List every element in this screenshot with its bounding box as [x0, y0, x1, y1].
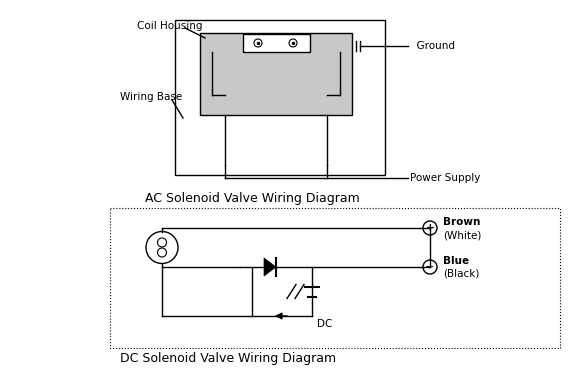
Text: AC Solenoid Valve Wiring Diagram: AC Solenoid Valve Wiring Diagram [145, 192, 360, 205]
Text: DC: DC [317, 319, 332, 329]
Text: (Black): (Black) [443, 269, 480, 279]
Text: Brown: Brown [443, 217, 480, 227]
Text: +: + [426, 223, 434, 233]
Text: (White): (White) [443, 230, 481, 240]
Text: Wiring Base: Wiring Base [120, 92, 182, 102]
Text: Ground: Ground [410, 41, 455, 51]
Text: Power Supply: Power Supply [410, 173, 480, 183]
Bar [200, 33, 352, 115]
Text: Blue: Blue [443, 256, 469, 266]
Text: DC Solenoid Valve Wiring Diagram: DC Solenoid Valve Wiring Diagram [120, 352, 336, 365]
Bar [110, 208, 560, 348]
Bar [175, 20, 385, 175]
Text: Coil Housing: Coil Housing [137, 21, 203, 31]
Text: −: − [426, 262, 435, 272]
Bar [243, 34, 310, 52]
Polygon shape [264, 258, 276, 276]
